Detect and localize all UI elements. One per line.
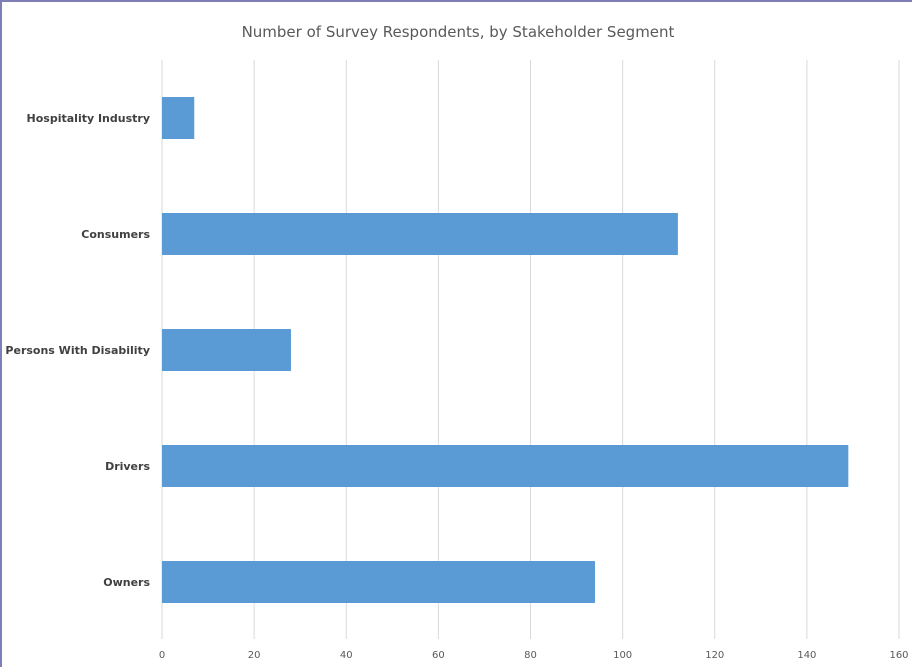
x-tick-label: 0 <box>159 650 165 661</box>
category-label: Owners <box>103 576 150 589</box>
x-tick-label: 80 <box>524 650 537 661</box>
x-tick-label: 160 <box>889 650 908 661</box>
bar <box>162 445 849 487</box>
x-tick-label: 20 <box>248 650 261 661</box>
x-tick-label: 120 <box>705 650 724 661</box>
x-tick-label: 60 <box>432 650 445 661</box>
x-tick-labels: 0 20 40 60 80 100 120 140 160 <box>159 650 909 661</box>
bar <box>162 213 678 255</box>
category-label: Consumers <box>81 228 150 241</box>
x-tick-label: 100 <box>613 650 632 661</box>
chart-title: Number of Survey Respondents, by Stakeho… <box>241 23 675 41</box>
bar <box>162 97 195 139</box>
bars <box>162 97 849 603</box>
category-label: Hospitality Industry <box>27 112 150 125</box>
category-label: Persons With Disability <box>5 344 150 357</box>
bar <box>162 329 291 371</box>
category-label: Drivers <box>105 460 150 473</box>
category-labels: Hospitality Industry Consumers Persons Wit… <box>5 112 150 589</box>
bar <box>162 561 595 603</box>
x-tick-label: 140 <box>797 650 816 661</box>
x-tick-label: 40 <box>340 650 353 661</box>
